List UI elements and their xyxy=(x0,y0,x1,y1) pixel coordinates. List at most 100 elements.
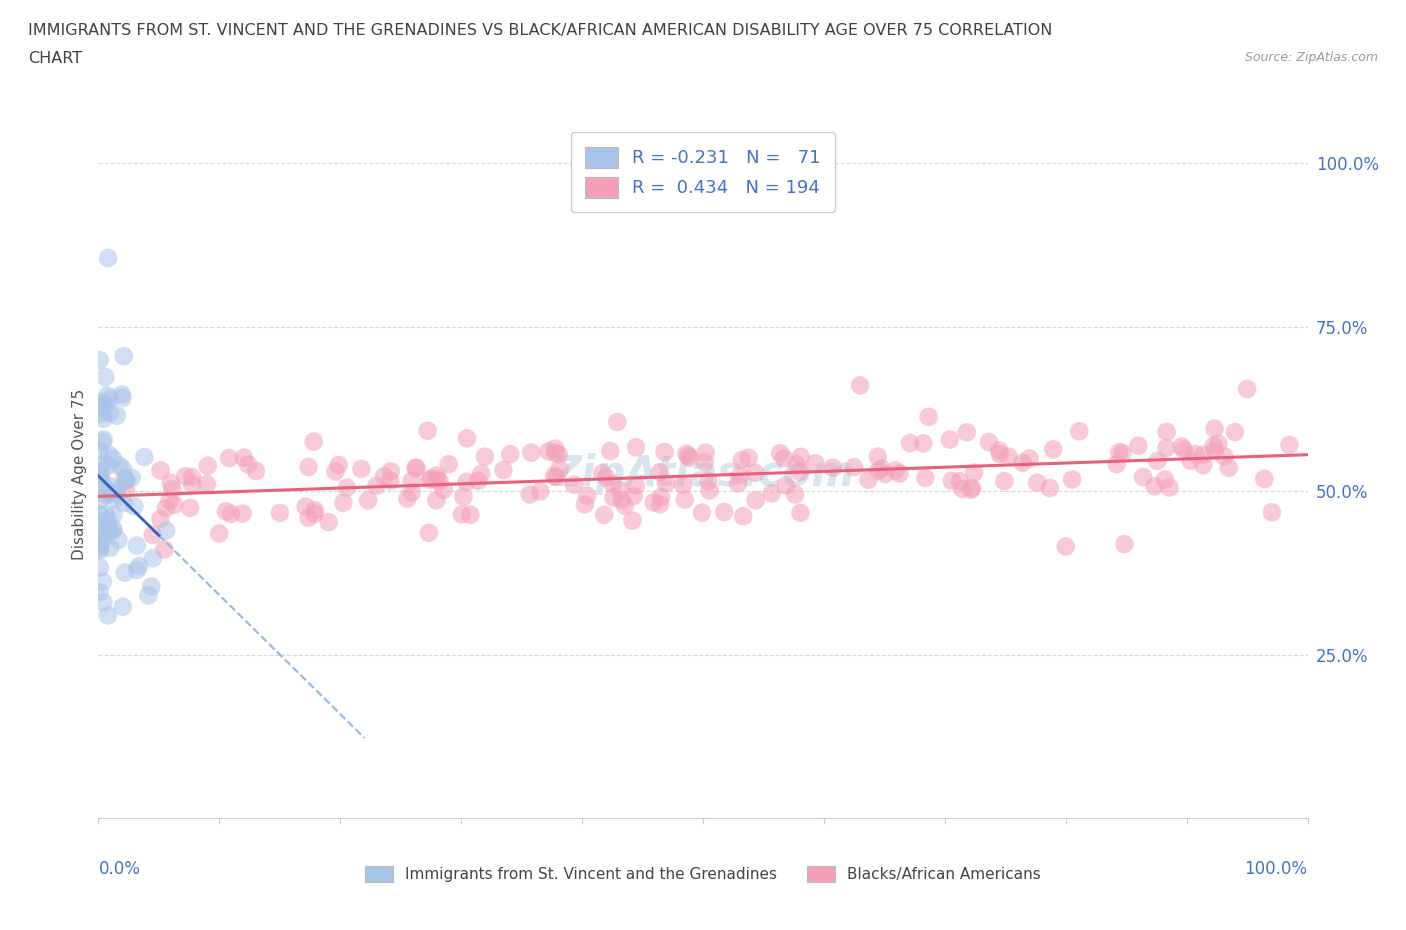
Point xyxy=(697,473,720,488)
Point xyxy=(97,458,120,472)
Point xyxy=(1026,475,1049,490)
Point xyxy=(232,506,254,521)
Point xyxy=(155,500,177,515)
Point xyxy=(858,472,880,487)
Point xyxy=(1042,442,1064,457)
Point xyxy=(90,458,112,472)
Point xyxy=(401,485,423,499)
Point xyxy=(731,453,754,468)
Point xyxy=(96,388,118,403)
Point xyxy=(520,445,543,460)
Point xyxy=(94,507,117,522)
Point xyxy=(1069,424,1091,439)
Point xyxy=(1180,453,1202,468)
Point xyxy=(868,463,890,478)
Point xyxy=(112,496,135,511)
Point xyxy=(115,473,138,488)
Point xyxy=(547,447,569,462)
Point xyxy=(654,445,676,459)
Point xyxy=(91,435,114,450)
Point xyxy=(98,479,121,494)
Text: 100.0%: 100.0% xyxy=(1244,859,1308,878)
Point xyxy=(870,461,893,476)
Point xyxy=(1108,445,1130,459)
Point xyxy=(115,473,138,488)
Point xyxy=(357,493,380,508)
Point xyxy=(1146,454,1168,469)
Point xyxy=(595,470,617,485)
Point xyxy=(429,474,451,489)
Point xyxy=(425,493,447,508)
Point xyxy=(149,463,172,478)
Point xyxy=(699,483,721,498)
Point xyxy=(418,525,440,540)
Point xyxy=(456,474,478,489)
Point xyxy=(89,585,111,600)
Point xyxy=(576,488,599,503)
Point xyxy=(142,527,165,542)
Point xyxy=(97,521,120,536)
Point xyxy=(450,507,472,522)
Point xyxy=(90,464,112,479)
Point xyxy=(574,497,596,512)
Point xyxy=(89,541,111,556)
Point xyxy=(610,493,633,508)
Point xyxy=(675,446,697,461)
Point xyxy=(111,387,134,402)
Point xyxy=(949,473,972,488)
Point xyxy=(432,483,454,498)
Point xyxy=(94,369,117,384)
Point xyxy=(90,400,112,415)
Point xyxy=(159,475,181,490)
Point xyxy=(775,478,797,493)
Point xyxy=(733,509,755,524)
Point xyxy=(1208,436,1230,451)
Point xyxy=(111,391,134,405)
Point xyxy=(332,496,354,511)
Point xyxy=(1018,451,1040,466)
Point xyxy=(97,512,120,527)
Point xyxy=(90,405,112,420)
Point xyxy=(537,444,560,458)
Point xyxy=(138,588,160,603)
Text: CHART: CHART xyxy=(28,51,82,66)
Point xyxy=(1128,438,1150,453)
Point xyxy=(105,483,128,498)
Text: 0.0%: 0.0% xyxy=(98,859,141,878)
Point xyxy=(91,575,114,590)
Point xyxy=(1111,445,1133,460)
Point xyxy=(103,451,125,466)
Point xyxy=(401,473,423,488)
Point xyxy=(162,482,184,497)
Point xyxy=(180,470,202,485)
Point xyxy=(1204,444,1226,458)
Point xyxy=(963,465,986,480)
Point xyxy=(727,476,749,491)
Point xyxy=(789,464,811,479)
Point xyxy=(297,459,319,474)
Point xyxy=(609,483,631,498)
Y-axis label: Disability Age Over 75: Disability Age Over 75 xyxy=(72,389,87,560)
Point xyxy=(111,461,134,476)
Point xyxy=(125,563,148,578)
Point xyxy=(453,489,475,504)
Point xyxy=(89,507,111,522)
Point xyxy=(115,483,138,498)
Point xyxy=(426,472,449,487)
Point xyxy=(1039,481,1062,496)
Point xyxy=(134,449,156,464)
Point xyxy=(89,530,111,545)
Point xyxy=(155,523,177,538)
Point xyxy=(1202,438,1225,453)
Point xyxy=(218,451,240,466)
Point xyxy=(1154,472,1177,487)
Point xyxy=(997,449,1019,464)
Point xyxy=(437,457,460,472)
Point xyxy=(950,482,973,497)
Point xyxy=(769,445,792,460)
Point xyxy=(773,451,796,466)
Point xyxy=(103,508,125,523)
Point xyxy=(1011,455,1033,470)
Point xyxy=(744,493,766,508)
Point xyxy=(426,468,449,483)
